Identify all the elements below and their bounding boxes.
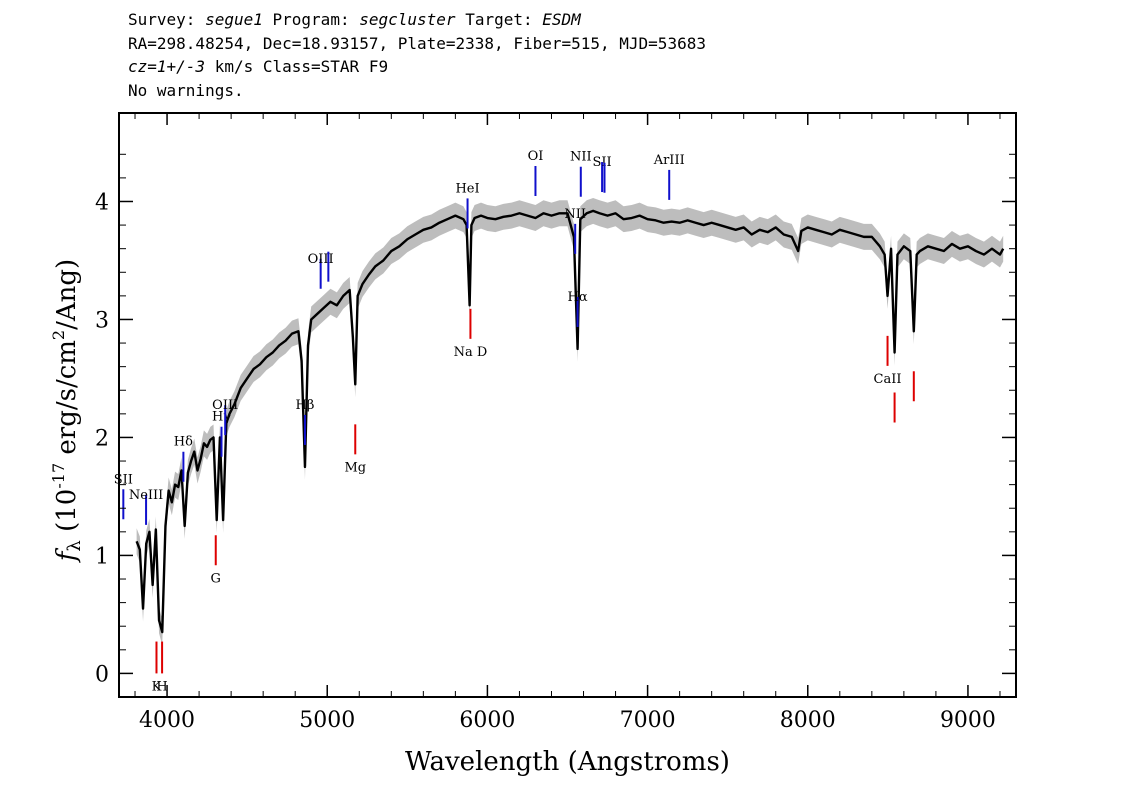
line-label-ariii: ArIII <box>653 153 685 168</box>
line-label-mg: Mg <box>344 460 366 475</box>
line-label-h: H <box>156 679 167 694</box>
line-label-neiii: NeIII <box>129 488 163 503</box>
y-tick-label: 4 <box>95 190 109 215</box>
y-tick-label: 1 <box>95 544 109 569</box>
y-tick-label: 3 <box>95 308 109 333</box>
y-axis-title: fλ (10-17 erg/s/cm2/Ang) <box>49 259 85 563</box>
line-label-hδ: Hδ <box>174 435 193 450</box>
line-label-oiii: OIII <box>308 252 334 267</box>
plot-frame <box>118 112 1017 698</box>
program-value: segcluster <box>359 10 456 29</box>
error-band-layer <box>136 197 1004 646</box>
line-label-hβ: Hβ <box>296 398 315 413</box>
line-label-caii: CaII <box>874 372 902 387</box>
ticks-layer: 4000 5000 6000 7000 8000 9000 0 1 2 3 4 <box>95 113 1016 733</box>
line-label-nii: NII <box>570 150 592 165</box>
x-axis-title: Wavelength (Angstroms) <box>405 747 730 777</box>
spectrum-line <box>135 209 1005 634</box>
line-label-hei: HeI <box>455 181 479 196</box>
x-tick-label: 7000 <box>620 708 676 733</box>
x-tick-label: 5000 <box>299 708 355 733</box>
line-label-na-d: Na D <box>454 345 488 360</box>
x-tick-label: 4000 <box>139 708 195 733</box>
survey-value: segue1 <box>205 10 263 29</box>
target-label: Target: <box>465 10 533 29</box>
line-label-k: K <box>152 679 162 694</box>
line-label-nii: NII <box>564 207 586 222</box>
line-label-hγ: Hγ <box>212 410 231 425</box>
target-value: ESDM <box>542 10 581 29</box>
spectrum-header: Survey: segue1 Program: segcluster Targe… <box>128 8 706 102</box>
header-line-warnings: No warnings. <box>128 80 244 100</box>
x-tick-label: 6000 <box>459 708 515 733</box>
program-label: Program: <box>272 10 350 29</box>
spectrum-layer <box>135 209 1005 634</box>
line-label-hα: Hα <box>568 290 588 305</box>
x-tick-label: 9000 <box>940 708 996 733</box>
y-tick-label: 2 <box>95 426 109 451</box>
line-label-sii: SII <box>593 155 612 170</box>
cz-value: cz=1+/-3 <box>128 57 206 76</box>
survey-label: Survey: <box>128 10 196 29</box>
header-line-coords: RA=298.48254, Dec=18.93157, Plate=2338, … <box>128 33 706 53</box>
line-label-oi: OI <box>528 149 544 164</box>
header-line-survey: Survey: segue1 Program: segcluster Targe… <box>128 8 706 32</box>
class-text: km/s Class=STAR F9 <box>205 57 389 76</box>
error-band <box>136 197 1004 646</box>
line-label-g: G <box>211 571 221 586</box>
line-label-oiii: OIII <box>212 398 238 413</box>
header-line-redshift: cz=1+/-3 km/s Class=STAR F9 <box>128 55 706 79</box>
y-tick-label: 0 <box>95 662 109 687</box>
x-tick-label: 8000 <box>780 708 836 733</box>
